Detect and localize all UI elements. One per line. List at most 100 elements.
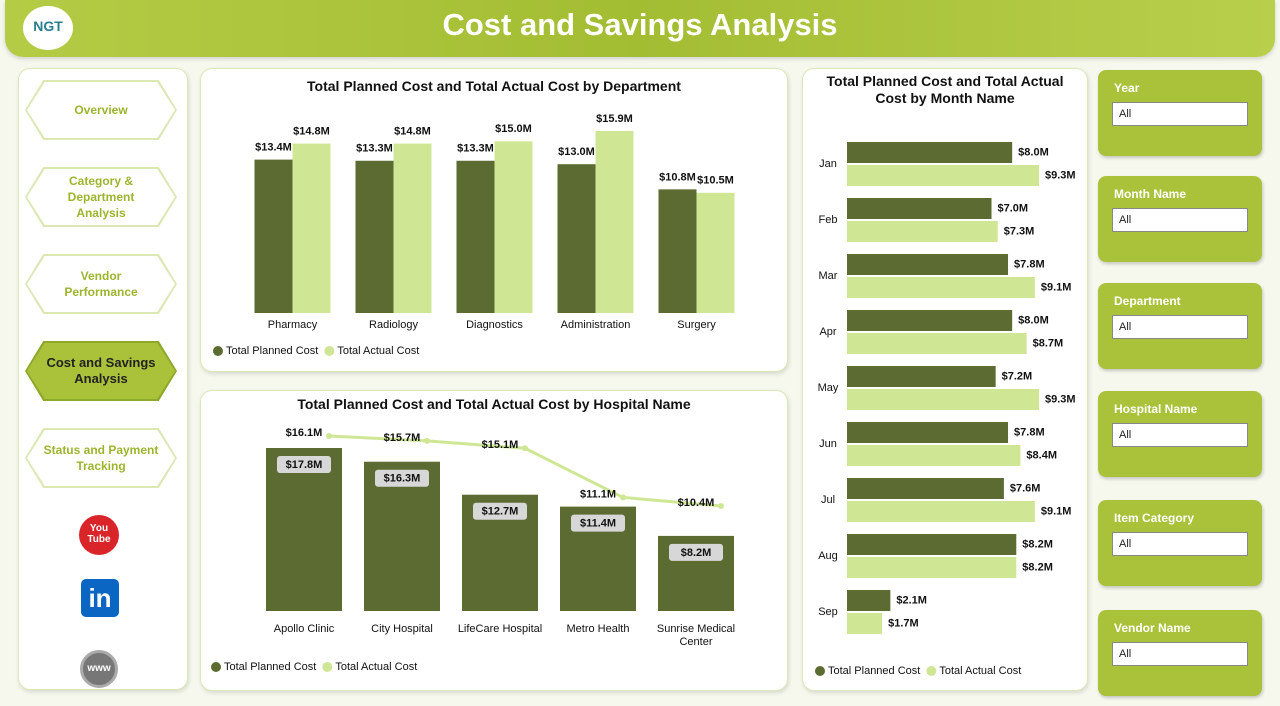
y-tick-label: Aug bbox=[818, 550, 838, 562]
bar bbox=[847, 366, 996, 387]
data-label: $1.7M bbox=[888, 617, 919, 629]
data-label: $10.4M bbox=[678, 497, 715, 509]
chart: $13.4M$14.8MPharmacy$13.3M$14.8MRadiolog… bbox=[213, 113, 735, 357]
bar bbox=[254, 159, 293, 313]
filter-label: Month Name bbox=[1114, 187, 1186, 201]
chart-panel: $8.0M $9.3M Jan $7.0M $7.3M Feb $7.8M $9.1M Mar $… bbox=[802, 68, 1088, 691]
bar bbox=[847, 142, 1013, 163]
line-point bbox=[522, 445, 528, 452]
bar bbox=[292, 143, 331, 313]
data-label: $8.4M bbox=[1026, 449, 1057, 461]
filter-card: Vendor Name All bbox=[1098, 610, 1262, 696]
filter-card: Item Category All bbox=[1098, 500, 1262, 586]
data-label: $8.2M bbox=[681, 547, 712, 559]
bar bbox=[847, 422, 1009, 443]
y-tick-label: Feb bbox=[819, 214, 838, 226]
linkedin-icon[interactable]: in bbox=[81, 579, 119, 617]
chart-title: Total Planned Cost and Total Actual Cost… bbox=[307, 78, 681, 94]
nav-panel: Overview Category & Department Analysis … bbox=[18, 68, 188, 690]
data-label: $8.2M bbox=[1022, 561, 1053, 573]
x-tick-label: City Hospital bbox=[371, 623, 433, 635]
data-label: $13.3M bbox=[356, 143, 393, 155]
data-label: $14.8M bbox=[293, 125, 330, 137]
legend-label: Total Planned Cost bbox=[828, 665, 920, 677]
filter-label: Vendor Name bbox=[1114, 621, 1191, 635]
y-tick-label: Mar bbox=[819, 270, 838, 282]
dropdown[interactable]: All bbox=[1112, 642, 1248, 666]
bar bbox=[847, 534, 1017, 555]
legend-swatch bbox=[926, 666, 937, 676]
y-tick-label: Jun bbox=[819, 438, 837, 450]
bar bbox=[266, 448, 342, 611]
bar bbox=[847, 221, 998, 242]
bar bbox=[595, 131, 634, 313]
data-label: $16.3M bbox=[384, 473, 421, 485]
dropdown[interactable]: All bbox=[1112, 315, 1248, 339]
chart: $8.0M $9.3M Jan $7.0M $7.3M Feb $7.8M $9.1M Mar $… bbox=[815, 142, 1076, 677]
data-label: $8.7M bbox=[1033, 337, 1064, 349]
x-tick-label: Pharmacy bbox=[268, 319, 318, 331]
line-point bbox=[718, 503, 724, 509]
data-label: $9.3M bbox=[1045, 393, 1076, 405]
nav-label: Vendor Performance bbox=[27, 256, 175, 312]
data-label: $2.1M bbox=[896, 594, 927, 606]
data-label: $8.0M bbox=[1018, 314, 1049, 326]
data-label: $11.4M bbox=[580, 518, 616, 530]
filter-card: Year All bbox=[1098, 70, 1262, 156]
nav-button[interactable]: Vendor Performance bbox=[25, 254, 177, 314]
nav-button[interactable]: Status and Payment Tracking bbox=[25, 428, 177, 488]
x-tick-label: Metro Health bbox=[567, 623, 630, 635]
data-label: $15.7M bbox=[384, 432, 421, 444]
legend-swatch bbox=[211, 662, 221, 672]
nav-label: Overview bbox=[27, 82, 175, 138]
data-label: $12.7M bbox=[482, 506, 519, 518]
data-label: $7.6M bbox=[1010, 482, 1041, 494]
data-label: $7.3M bbox=[1004, 225, 1035, 237]
chart-title: Total Planned Cost and Total Actual Cost… bbox=[297, 396, 691, 412]
web-icon[interactable]: www bbox=[80, 650, 118, 688]
x-tick-label: Sunrise Medical Center bbox=[657, 623, 735, 648]
nav-button[interactable]: Overview bbox=[25, 80, 177, 140]
bar bbox=[847, 501, 1035, 522]
bar bbox=[847, 590, 891, 611]
bar bbox=[847, 389, 1039, 410]
header: NGT Cost and Savings Analysis bbox=[5, 0, 1275, 57]
y-tick-label: May bbox=[818, 382, 839, 394]
chart-panel: $17.8M $16.3M $12.7M $11.4M $8.2M $16.1M $15.7… bbox=[200, 390, 788, 691]
x-tick-label: LifeCare Hospital bbox=[458, 623, 542, 635]
data-label-box bbox=[571, 514, 625, 532]
data-label: $16.1M bbox=[286, 427, 323, 439]
filter-card: Department All bbox=[1098, 283, 1262, 369]
legend-label: Total Actual Cost bbox=[939, 665, 1021, 677]
bar bbox=[456, 160, 495, 313]
bar bbox=[847, 198, 992, 219]
data-label: $13.4M bbox=[255, 142, 292, 154]
data-label: $15.0M bbox=[495, 123, 532, 135]
youtube-icon[interactable]: You Tube bbox=[79, 515, 119, 555]
filter-card: Month Name All bbox=[1098, 176, 1262, 262]
dropdown[interactable]: All bbox=[1112, 532, 1248, 556]
bar bbox=[847, 557, 1017, 578]
page-title: Cost and Savings Analysis bbox=[442, 7, 838, 42]
data-label-box bbox=[473, 502, 527, 520]
data-label: $7.8M bbox=[1014, 426, 1045, 438]
data-label: $9.1M bbox=[1041, 281, 1072, 293]
legend-swatch bbox=[324, 346, 335, 356]
data-label: $8.2M bbox=[1022, 538, 1053, 550]
dropdown[interactable]: All bbox=[1112, 208, 1248, 232]
data-label: $10.5M bbox=[697, 175, 734, 187]
nav-label: Category & Department Analysis bbox=[27, 169, 175, 225]
x-tick-label: Diagnostics bbox=[466, 319, 523, 331]
dropdown[interactable]: All bbox=[1112, 102, 1248, 126]
data-label-box bbox=[277, 456, 331, 473]
filter-label: Item Category bbox=[1114, 511, 1195, 525]
bar bbox=[557, 164, 596, 313]
nav-button[interactable]: Cost and Savings Analysis bbox=[25, 341, 177, 401]
dropdown[interactable]: All bbox=[1112, 423, 1248, 447]
bar bbox=[393, 143, 432, 313]
y-tick-label: Jul bbox=[821, 494, 835, 506]
data-label: $9.1M bbox=[1041, 505, 1072, 517]
data-label-box bbox=[375, 469, 429, 487]
bar bbox=[847, 310, 1013, 331]
nav-button[interactable]: Category & Department Analysis bbox=[25, 167, 177, 227]
